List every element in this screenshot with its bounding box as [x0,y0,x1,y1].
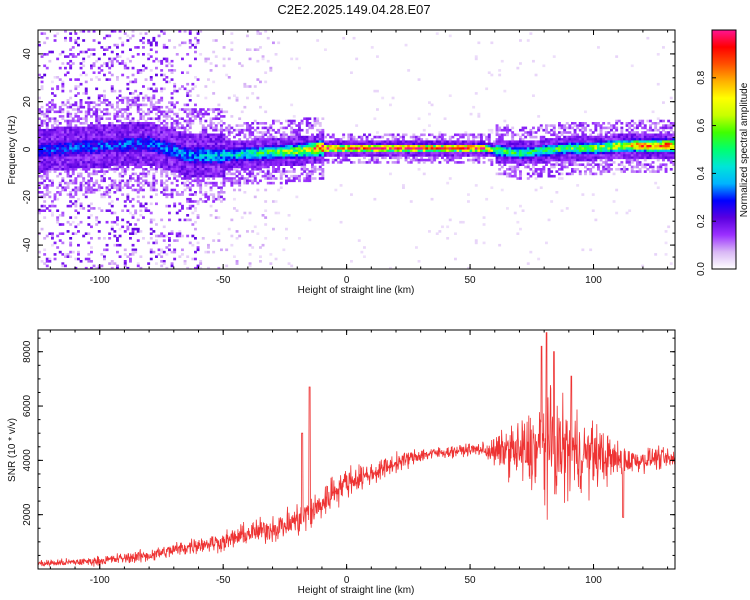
snr-ytick-label: 6000 [22,394,33,417]
snr-ytick-label: 4000 [22,449,33,472]
snr-series-line [38,332,675,568]
colorbar-ticks: 0.0 0.2 0.4 0.6 0.8 [696,70,716,276]
colorbar-tick-label: 0.8 [696,70,707,84]
spectrogram-xtick-label: -100 [90,275,110,286]
spectrogram-ytick-label: 40 [22,48,33,60]
colorbar-label: Normalized spectral amplitude [739,82,750,217]
snr-panel: -100 -50 0 50 100 2000 4000 6000 8000 Height of … [7,329,676,596]
snr-xtick-label: -50 [216,575,231,586]
snr-axes: -100 -50 0 50 100 2000 4000 6000 8000 [22,330,675,586]
colorbar-tick-label: 0.2 [696,214,707,228]
snr-ylabel: SNR (10 * v/v) [7,418,18,482]
colorbar: 0.0 0.2 0.4 0.6 0.8 Normalized spectral ampl… [696,29,750,276]
spectrogram-xlabel: Height of straight line (km) [298,285,415,296]
spectrogram-ytick-label: 0 [22,146,33,152]
spectrogram-ytick-label: -40 [22,237,33,252]
snr-ytick-label: 2000 [22,503,33,526]
spectrogram-ylabel: Frequency (Hz) [7,116,18,185]
snr-xtick-label: -100 [90,575,110,586]
colorbar-tick-label: 0.6 [696,118,707,132]
spectrogram-xtick-label: -50 [216,275,231,286]
snr-frame [37,329,676,570]
spectrogram-axes: -100 -50 0 50 100 -40 -20 0 20 40 [22,29,675,286]
spectrogram-xtick-label: 100 [585,275,602,286]
snr-ytick-label: 8000 [22,340,33,363]
spectrogram-ytick-label: -20 [22,190,33,205]
colorbar-gradient [712,30,736,269]
snr-xlabel: Height of straight line (km) [298,585,415,596]
figure-title: C2E2.2025.149.04.28.E07 [277,2,430,17]
spectrogram-xtick-label: 50 [465,275,477,286]
colorbar-frame [711,29,737,270]
snr-series-polyline [38,332,675,568]
colorbar-tick-label: 0.0 [696,262,707,276]
spectrogram-heatmap [38,30,675,269]
colorbar-tick-label: 0.4 [696,166,707,180]
spectrogram-xtick-label: 0 [344,275,350,286]
spectrogram-ytick-label: 20 [22,96,33,108]
snr-xtick-label: 100 [585,575,602,586]
spectrogram-panel: -100 -50 0 50 100 -40 -20 0 20 40 Height of strai… [7,29,676,296]
snr-xtick-label: 0 [344,575,350,586]
snr-xtick-label: 50 [465,575,477,586]
